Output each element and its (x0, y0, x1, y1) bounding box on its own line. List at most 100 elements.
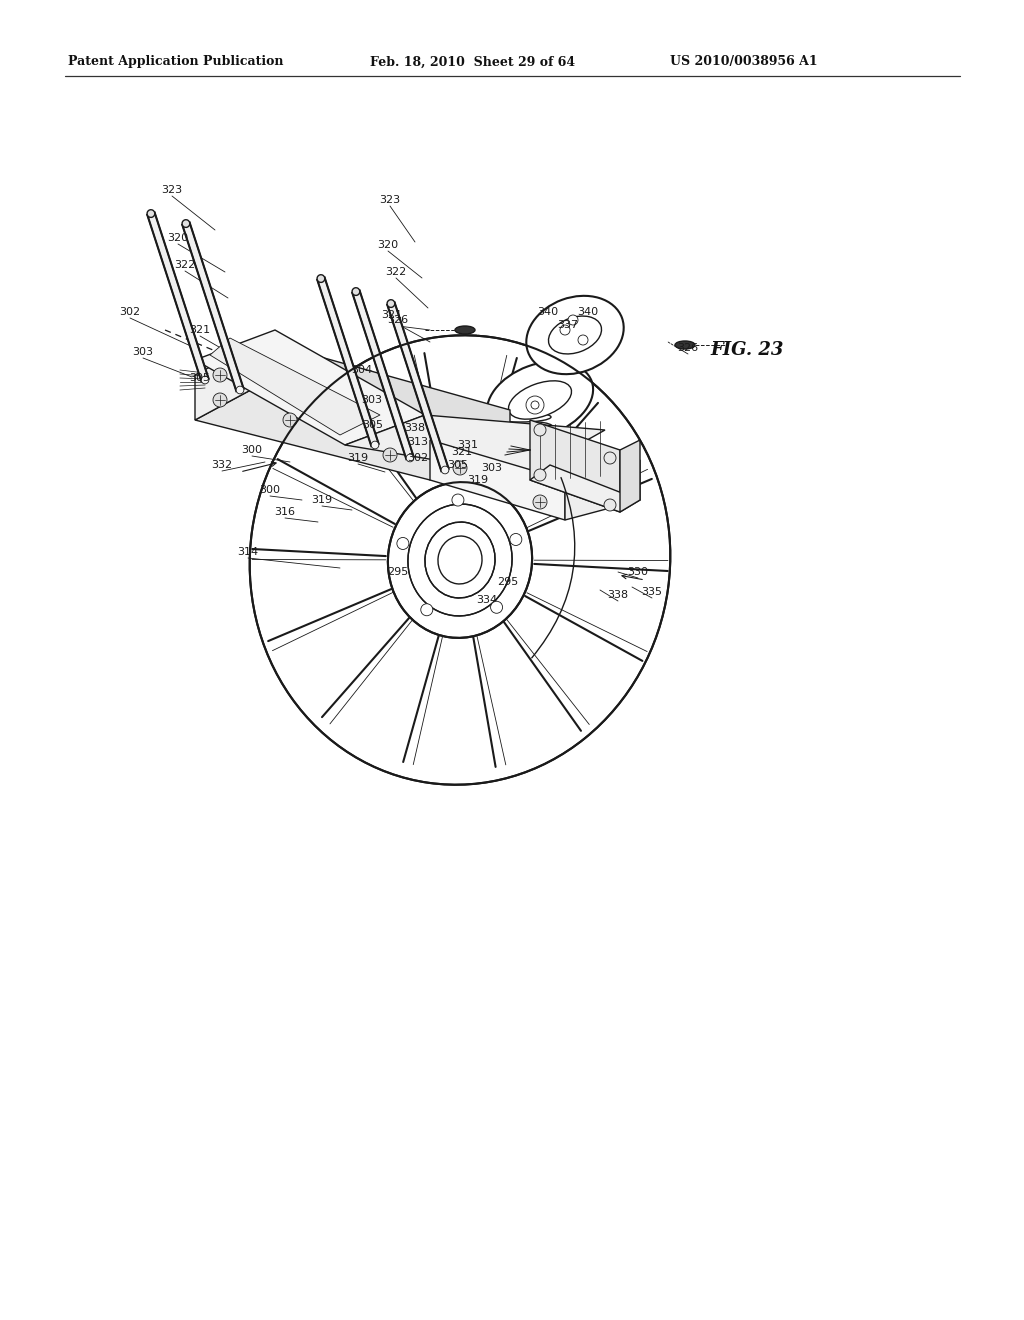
Ellipse shape (526, 296, 624, 374)
Polygon shape (182, 222, 244, 391)
Ellipse shape (371, 441, 379, 449)
Text: 295: 295 (498, 577, 518, 587)
Ellipse shape (486, 362, 593, 438)
Text: 321: 321 (381, 310, 402, 319)
Ellipse shape (182, 219, 189, 227)
Circle shape (510, 533, 522, 545)
Text: 305: 305 (362, 420, 384, 430)
Circle shape (452, 494, 464, 506)
Circle shape (560, 325, 570, 335)
Text: 302: 302 (120, 308, 140, 317)
Circle shape (213, 368, 227, 381)
Circle shape (453, 461, 467, 475)
Text: 303: 303 (132, 347, 154, 356)
Text: 300: 300 (242, 445, 262, 455)
Polygon shape (317, 277, 379, 446)
Text: FIG. 23: FIG. 23 (710, 341, 783, 359)
Ellipse shape (455, 326, 475, 334)
Polygon shape (195, 330, 425, 445)
Circle shape (397, 537, 409, 549)
Text: 314: 314 (238, 546, 259, 557)
Circle shape (604, 499, 616, 511)
Polygon shape (210, 338, 380, 436)
Text: 320: 320 (168, 234, 188, 243)
Circle shape (604, 451, 616, 465)
Ellipse shape (407, 454, 414, 462)
Polygon shape (345, 414, 605, 475)
Ellipse shape (317, 275, 325, 282)
Text: 335: 335 (641, 587, 663, 597)
Ellipse shape (485, 447, 555, 458)
Text: 321: 321 (189, 325, 211, 335)
Text: 338: 338 (607, 590, 629, 601)
Text: 326: 326 (678, 343, 698, 352)
Text: 295: 295 (387, 568, 409, 577)
Ellipse shape (408, 504, 512, 616)
Text: Patent Application Publication: Patent Application Publication (68, 55, 284, 69)
Circle shape (283, 413, 297, 426)
Circle shape (383, 447, 397, 462)
Ellipse shape (441, 466, 449, 474)
Text: 338: 338 (404, 422, 426, 433)
Text: 319: 319 (347, 453, 369, 463)
Polygon shape (147, 213, 209, 381)
Polygon shape (620, 440, 640, 512)
Text: 302: 302 (408, 453, 429, 463)
Ellipse shape (352, 288, 359, 296)
Ellipse shape (489, 412, 551, 422)
Polygon shape (195, 341, 260, 420)
Polygon shape (195, 385, 510, 480)
Text: 319: 319 (311, 495, 333, 506)
Text: 323: 323 (380, 195, 400, 205)
Circle shape (578, 335, 588, 345)
Polygon shape (260, 341, 510, 450)
Circle shape (568, 315, 578, 325)
Circle shape (534, 424, 546, 436)
Text: 304: 304 (351, 366, 373, 375)
Text: US 2010/0038956 A1: US 2010/0038956 A1 (670, 55, 817, 69)
Polygon shape (530, 465, 640, 512)
Ellipse shape (201, 376, 209, 384)
Ellipse shape (388, 482, 532, 638)
Text: 326: 326 (387, 315, 409, 325)
Ellipse shape (438, 536, 482, 583)
Ellipse shape (483, 466, 557, 477)
Ellipse shape (488, 421, 552, 432)
Text: 322: 322 (385, 267, 407, 277)
Text: 332: 332 (211, 459, 232, 470)
Ellipse shape (675, 341, 695, 348)
Polygon shape (530, 420, 620, 512)
Ellipse shape (486, 440, 554, 449)
Circle shape (421, 603, 433, 615)
Circle shape (213, 393, 227, 407)
Text: 340: 340 (538, 308, 558, 317)
Text: 303: 303 (361, 395, 383, 405)
Ellipse shape (487, 430, 553, 440)
Ellipse shape (482, 475, 558, 484)
Ellipse shape (387, 300, 395, 308)
Circle shape (534, 469, 546, 480)
Text: 340: 340 (578, 308, 599, 317)
Text: 300: 300 (259, 484, 281, 495)
Text: 322: 322 (174, 260, 196, 271)
Circle shape (490, 602, 503, 614)
Ellipse shape (425, 521, 495, 598)
Text: 331: 331 (458, 440, 478, 450)
Polygon shape (387, 302, 449, 471)
Text: 323: 323 (162, 185, 182, 195)
Ellipse shape (509, 381, 571, 420)
Text: 303: 303 (481, 463, 503, 473)
Ellipse shape (237, 387, 244, 393)
Text: 337: 337 (557, 319, 579, 330)
Ellipse shape (484, 457, 556, 467)
Text: 330: 330 (628, 568, 648, 577)
Ellipse shape (147, 210, 155, 218)
Text: 334: 334 (476, 595, 498, 605)
Text: 321: 321 (452, 447, 472, 457)
Ellipse shape (549, 315, 601, 354)
Polygon shape (352, 290, 414, 459)
Text: Feb. 18, 2010  Sheet 29 of 64: Feb. 18, 2010 Sheet 29 of 64 (370, 55, 575, 69)
Text: 305: 305 (189, 374, 211, 383)
Text: 320: 320 (378, 240, 398, 249)
Polygon shape (565, 459, 640, 520)
